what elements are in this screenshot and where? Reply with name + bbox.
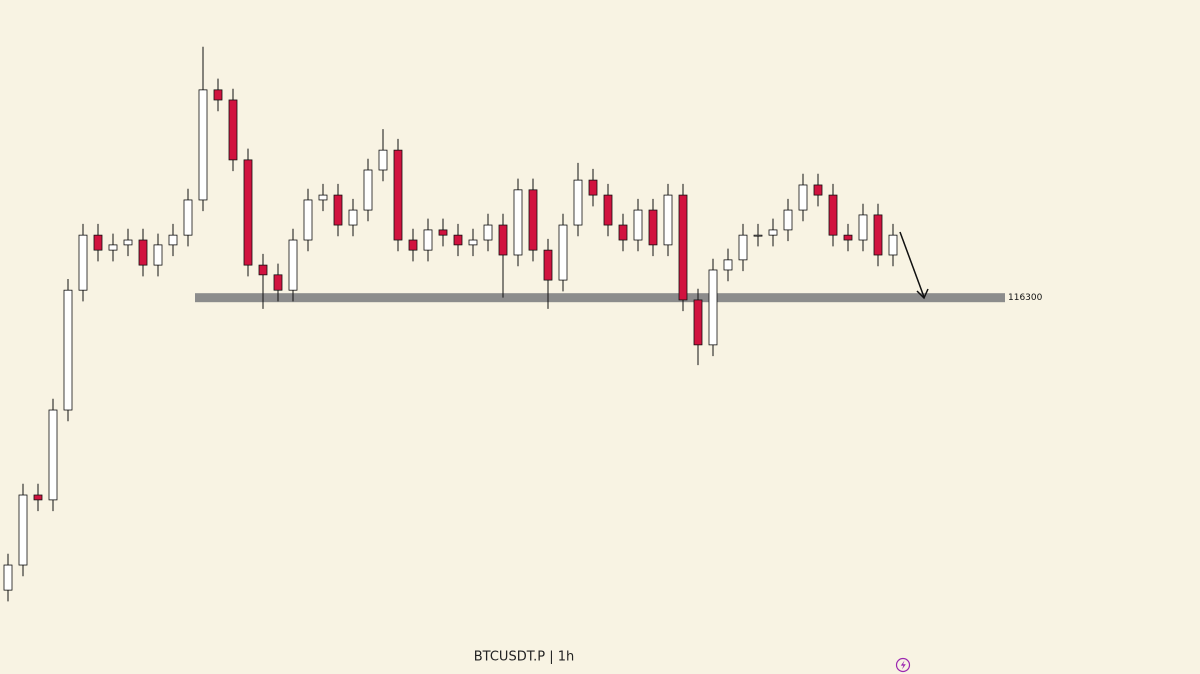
candle-body	[348, 209, 358, 226]
candle-body	[618, 224, 628, 241]
candle-body	[18, 494, 28, 566]
candle-body	[528, 189, 538, 251]
candle-body	[543, 249, 553, 281]
candle-body	[258, 264, 268, 276]
candle-body	[513, 189, 523, 256]
candle-body	[378, 149, 388, 171]
candle-body	[408, 239, 418, 251]
candle-body	[708, 269, 718, 346]
candle-body	[303, 199, 313, 241]
candle-body	[723, 259, 733, 271]
candle-body	[453, 234, 463, 246]
candle-body	[843, 234, 853, 241]
candle-body	[828, 194, 838, 236]
candle-body	[288, 239, 298, 291]
candle-body	[393, 149, 403, 241]
candle-body	[213, 89, 223, 101]
candle-body	[93, 234, 103, 251]
candle-body	[63, 289, 73, 411]
candle-body	[738, 234, 748, 261]
candle-body	[753, 234, 763, 237]
chart-title: BTCUSDT.P | 1h	[474, 650, 574, 665]
logo-icon	[895, 657, 911, 673]
candle-body	[3, 564, 13, 591]
candle-body	[573, 179, 583, 226]
candle-body	[243, 159, 253, 266]
candle-body	[603, 194, 613, 226]
candle-body	[873, 214, 883, 256]
candle-body	[498, 224, 508, 256]
candle-body	[273, 274, 283, 291]
arrow	[899, 231, 925, 298]
candle-body	[33, 494, 43, 501]
arrow-head	[916, 288, 929, 300]
candle-body	[138, 239, 148, 266]
candle-body	[633, 209, 643, 241]
candle-body	[558, 224, 568, 281]
candle-body	[678, 194, 688, 301]
candle-body	[483, 224, 493, 241]
plot-area	[3, 46, 1005, 602]
candle-body	[648, 209, 658, 246]
logo-bolt	[900, 660, 906, 670]
level-label: 116300	[1008, 293, 1043, 303]
candle-body	[333, 194, 343, 226]
candle-body	[813, 184, 823, 196]
candle-body	[783, 209, 793, 231]
candle-body	[468, 239, 478, 246]
candle-body	[693, 299, 703, 346]
candle-body	[48, 409, 58, 501]
candle-body	[123, 239, 133, 246]
candle-body	[78, 234, 88, 291]
candle-body	[153, 244, 163, 266]
candle-body	[438, 229, 448, 236]
candle-body	[858, 214, 868, 241]
candle-body	[588, 179, 598, 196]
candle-body	[228, 99, 238, 161]
candle-body	[363, 169, 373, 211]
candle-body	[198, 89, 208, 201]
candle-body	[663, 194, 673, 246]
candle-body	[108, 244, 118, 251]
candle-body	[183, 199, 193, 236]
candle-body	[423, 229, 433, 251]
candle-body	[768, 229, 778, 236]
candle-body	[318, 194, 328, 201]
candle-body	[168, 234, 178, 246]
level-band	[195, 293, 1005, 303]
candle-body	[798, 184, 808, 211]
candle-body	[888, 234, 898, 256]
